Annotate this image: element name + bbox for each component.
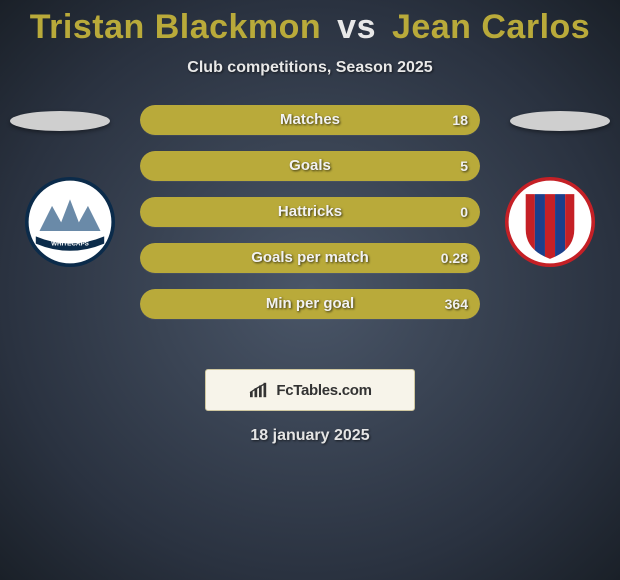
stat-row: Goals per match0.28 (140, 243, 480, 273)
crest-left-label: WHITECAPS (51, 240, 89, 247)
stats-container: Matches18 Goals5 Hattricks0 Goals per match… (140, 105, 480, 335)
stat-value-right: 5 (460, 151, 468, 181)
player1-base-shadow (10, 111, 110, 131)
stat-value-right: 18 (452, 105, 468, 135)
branding-box: FcTables.com (205, 369, 415, 411)
date-text: 18 january 2025 (0, 427, 620, 445)
player2-base-shadow (510, 111, 610, 131)
branding-text: FcTables.com (276, 382, 371, 399)
stat-row: Matches18 (140, 105, 480, 135)
stat-value-right: 0.28 (441, 243, 468, 273)
subtitle: Club competitions, Season 2025 (0, 59, 620, 77)
comparison-title: Tristan Blackmon vs Jean Carlos (0, 0, 620, 47)
stat-label: Goals per match (140, 243, 480, 273)
stat-row: Min per goal364 (140, 289, 480, 319)
player2-name: Jean Carlos (392, 8, 590, 46)
stats-arena: WHITECAPS Matches18 Goals5 Hattricks0 Goals… (0, 105, 620, 365)
stat-row: Goals5 (140, 151, 480, 181)
club-crest-left: WHITECAPS (25, 177, 115, 267)
stat-value-right: 0 (460, 197, 468, 227)
player1-name: Tristan Blackmon (30, 8, 321, 46)
vs-text: vs (337, 8, 376, 46)
stat-label: Matches (140, 105, 480, 135)
stat-label: Min per goal (140, 289, 480, 319)
stat-label: Goals (140, 151, 480, 181)
stat-value-right: 364 (445, 289, 468, 319)
stat-row: Hattricks0 (140, 197, 480, 227)
bar-chart-icon (248, 381, 270, 399)
club-crest-right (505, 177, 595, 267)
stat-label: Hattricks (140, 197, 480, 227)
